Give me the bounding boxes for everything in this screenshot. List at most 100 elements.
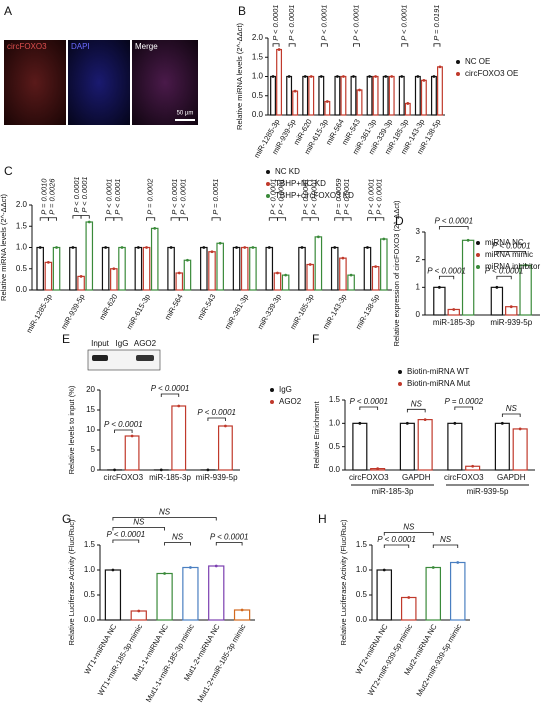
legend-marker — [270, 400, 274, 404]
significance-bracket — [272, 43, 280, 47]
panel-letter: A — [4, 4, 12, 18]
significance-bracket — [342, 217, 352, 221]
y-tick-label: 1.5 — [356, 540, 368, 549]
p-value: P < 0.0001 — [351, 5, 360, 41]
panel-letter: B — [238, 4, 246, 18]
legend-label: Biotin-miRNA WT — [407, 367, 469, 376]
p-value: P = 0.0010 — [39, 178, 48, 215]
legend-marker — [266, 194, 270, 198]
bar — [233, 609, 251, 621]
significance-bracket — [105, 217, 115, 221]
panel-letter: E — [62, 332, 70, 346]
bar — [52, 246, 61, 291]
panel-letter: G — [62, 512, 71, 526]
bar — [134, 246, 143, 291]
bar-dot — [431, 566, 435, 569]
p-value: P < 0.0001 — [151, 384, 190, 393]
y-tick-label: 0.5 — [252, 91, 264, 100]
micrograph — [132, 40, 198, 125]
significance-bracket — [406, 408, 426, 413]
bar-dot — [293, 89, 297, 93]
significance-bracket — [268, 217, 278, 221]
significance-bracket — [433, 43, 441, 47]
bar — [302, 75, 309, 116]
p-value: P = 0.0059 — [334, 178, 343, 215]
significance-bracket — [215, 542, 243, 546]
significance-bracket — [114, 429, 133, 433]
bar — [44, 261, 53, 291]
bar — [216, 242, 224, 291]
bar-dot — [111, 568, 115, 572]
y-tick-label: 0.0 — [16, 285, 28, 294]
bar-dot — [366, 246, 369, 249]
p-value: P < 0.0001 — [72, 176, 81, 212]
x-tick-label: Mut1-2+miR-185-3p mimic — [195, 622, 247, 703]
bar-dot — [210, 250, 214, 254]
bar-dot — [300, 246, 304, 249]
bar-dot — [437, 285, 441, 289]
y-axis-label: Relative expression of circFOXO3 (2^-ΔΔc… — [392, 200, 401, 347]
y-axis-label: Relative Enrichment — [312, 401, 321, 469]
significance-bracket — [438, 275, 455, 280]
micrograph — [4, 40, 66, 125]
y-tick-label: 0.0 — [356, 615, 368, 624]
bar-dot — [325, 100, 329, 103]
y-tick-label: 2 — [416, 255, 421, 264]
significance-bracket — [353, 43, 360, 47]
p-value: P < 0.0001 — [113, 179, 122, 215]
bar — [363, 246, 372, 291]
bar-dot — [153, 226, 157, 230]
bar — [437, 66, 443, 116]
p-value: P < 0.0001 — [170, 179, 179, 215]
bar-dot — [145, 246, 148, 249]
bar — [347, 274, 355, 291]
x-tick-label: circFOXO3 — [349, 473, 389, 482]
significance-bracket — [501, 413, 521, 417]
x-tick-label: miR-620 — [97, 292, 119, 321]
bar — [334, 75, 341, 116]
bar-dot — [308, 263, 312, 266]
bar-dot — [130, 434, 134, 438]
p-value: P < 0.0001 — [349, 397, 388, 406]
significance-bracket — [112, 517, 217, 521]
bar-dot — [495, 285, 499, 289]
y-axis-label: Relative Luciferase Activity (Fluc/Ruc) — [67, 519, 76, 645]
significance-bracket — [146, 217, 156, 221]
bar-dot — [316, 235, 320, 239]
panel-letter: F — [312, 332, 319, 346]
bar — [461, 239, 475, 316]
p-value: P < 0.0001 — [178, 179, 187, 215]
significance-bracket — [375, 217, 385, 221]
scale-label: 50 µm — [177, 111, 194, 117]
significance-bracket — [112, 527, 165, 531]
bar-dot — [55, 246, 58, 249]
bar-dot — [376, 467, 380, 470]
significance-bracket — [301, 217, 311, 221]
p-value: P < 0.0001 — [309, 179, 318, 215]
x-tick-label: miR-185-3p — [288, 292, 315, 330]
significance-bracket — [383, 532, 434, 536]
y-tick-label: 1.5 — [84, 540, 96, 549]
bar-dot — [500, 421, 504, 425]
legend-label: TBHP+circFOXO3 KD — [275, 191, 354, 200]
y-tick-label: 1.0 — [16, 243, 28, 252]
y-tick-label: 1.5 — [329, 395, 341, 404]
bar-dot — [120, 246, 124, 249]
p-value: P < 0.0001 — [367, 179, 376, 215]
bar — [340, 75, 347, 116]
significance-bracket — [288, 43, 296, 47]
bar — [171, 405, 187, 471]
y-tick-label: 0.0 — [329, 465, 341, 474]
bar-dot — [456, 561, 460, 564]
bar — [425, 566, 442, 621]
bar — [399, 422, 415, 471]
x-tick-label: miR-939-5p — [490, 318, 532, 327]
bar — [382, 75, 389, 116]
significance-bracket — [178, 217, 188, 221]
bar-dot — [271, 75, 275, 78]
bar-dot — [287, 75, 291, 78]
bar-dot — [87, 220, 91, 224]
p-value: NS — [403, 523, 415, 532]
bar-dot — [518, 427, 522, 431]
bar — [420, 79, 427, 116]
